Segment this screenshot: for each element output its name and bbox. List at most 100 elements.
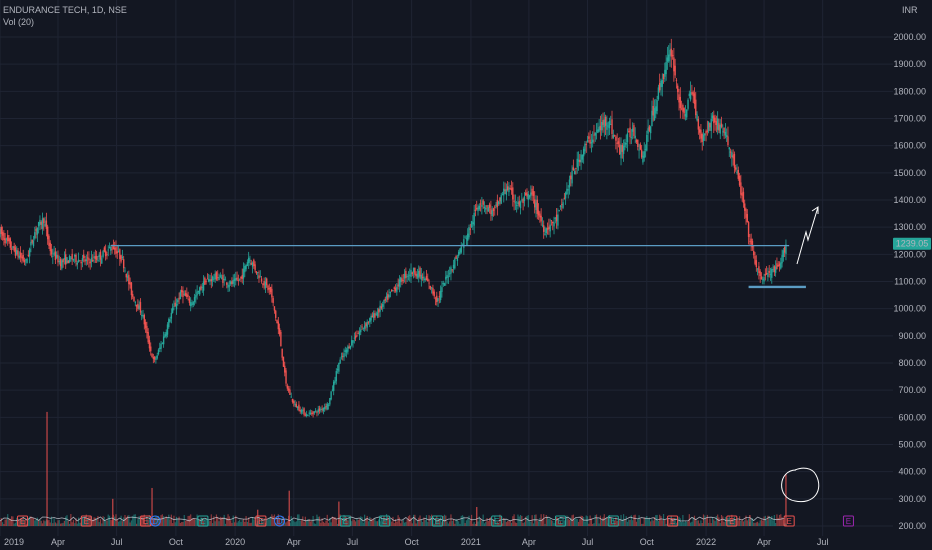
candle-body (268, 288, 270, 290)
candle-body (316, 412, 318, 414)
event-marker-label: E (787, 517, 792, 526)
volume-bar (211, 523, 214, 526)
candle-body (3, 232, 5, 240)
volume-bar (62, 522, 64, 526)
volume-bar (746, 520, 748, 526)
volume-bar (130, 520, 133, 526)
candle-body (733, 153, 736, 168)
candle-body (451, 269, 453, 271)
volume-bar (313, 523, 315, 526)
candle-body (530, 192, 532, 196)
x-tick-label: Jul (582, 537, 594, 547)
volume-bar (742, 521, 745, 526)
candle-body (419, 267, 421, 277)
volume-bar (163, 516, 165, 526)
y-tick-label: 2000.00 (893, 32, 926, 42)
symbol-title[interactable]: ENDURANCE TECH, 1D, NSE (3, 5, 127, 15)
volume-bar (35, 519, 37, 526)
event-marker[interactable]: D (274, 515, 286, 527)
event-marker[interactable]: E (80, 515, 92, 527)
candle-body (52, 255, 54, 257)
volume-bar (662, 514, 665, 526)
volume-bar (121, 521, 124, 526)
volume-bar (329, 517, 331, 526)
volume-bar (646, 516, 648, 526)
candle-body (772, 269, 774, 270)
volume-bar (76, 523, 78, 526)
volume-bar (36, 517, 38, 526)
candle-body (655, 106, 657, 114)
volume-bar (126, 515, 129, 526)
volume-bar (79, 522, 81, 526)
candle-body (418, 270, 420, 278)
candle-body (14, 247, 17, 256)
event-marker[interactable]: E (255, 515, 267, 527)
candle-body (57, 255, 59, 263)
candle-body (603, 119, 605, 128)
volume-bar (263, 518, 265, 526)
event-marker[interactable]: E (607, 515, 619, 527)
candle-body (665, 61, 667, 75)
volume-bar (518, 516, 520, 526)
volume-bar (704, 515, 706, 526)
volume-bar (394, 519, 397, 526)
event-marker[interactable]: E (726, 515, 738, 527)
candle-body (744, 203, 746, 211)
candle-body (421, 277, 424, 279)
candle-body (671, 54, 674, 57)
y-tick-label: 1800.00 (893, 86, 926, 96)
price-axis[interactable]: 2000.00 1900.00 1800.00 1700.00 1600.00 1500.… (893, 32, 926, 531)
event-marker[interactable]: E (554, 515, 566, 527)
volume-bar (625, 516, 627, 526)
volume-bar (446, 521, 448, 526)
candle-body (196, 291, 198, 296)
volume-bar (710, 523, 712, 526)
event-marker[interactable]: E (197, 515, 209, 527)
volume-bar (336, 523, 339, 526)
candle-body (539, 213, 541, 218)
volume-bar (318, 516, 321, 526)
event-marker[interactable]: E (491, 515, 503, 527)
volume-bar (389, 519, 391, 526)
candle-body (376, 312, 379, 317)
candle-body (736, 171, 738, 173)
candle-body (616, 142, 618, 144)
candle-body (657, 87, 660, 100)
volume-bar (71, 522, 73, 526)
event-marker[interactable]: D (149, 515, 161, 527)
volume-bar (468, 515, 470, 526)
candle-body (567, 189, 569, 191)
event-marker-label: E (200, 517, 205, 526)
candle-body (16, 249, 18, 255)
event-marker-label: E (494, 517, 499, 526)
event-marker[interactable]: E (17, 515, 29, 527)
volume-bar (626, 521, 629, 526)
volume-indicator-label[interactable]: Vol (20) (3, 17, 35, 27)
candle-body (492, 208, 495, 211)
event-marker[interactable]: E (783, 515, 795, 527)
volume-bar (397, 515, 399, 526)
event-marker[interactable]: E (842, 515, 854, 527)
candle-body (120, 255, 122, 262)
volume-bar (254, 516, 256, 526)
event-marker[interactable]: E (667, 515, 679, 527)
horizontal-levels[interactable] (110, 245, 806, 289)
candle-body (340, 356, 343, 358)
time-axis[interactable]: 2019 Apr Jul Oct 2020 Apr Jul Oct 2021 Apr Jul Oct 2… (4, 537, 828, 547)
candle-body (482, 200, 484, 205)
volume-bar (705, 517, 707, 526)
candle-body (494, 206, 496, 208)
volume-bar (759, 520, 761, 526)
candle-body (303, 408, 305, 415)
candle-body (740, 182, 742, 195)
event-marker[interactable]: E (339, 515, 351, 527)
candle-body (157, 349, 160, 355)
volume-bar (452, 519, 455, 526)
volume-bar (184, 520, 187, 526)
volume-bar (769, 518, 772, 526)
candle-body (244, 265, 246, 273)
event-marker[interactable]: E (431, 515, 443, 527)
event-marker[interactable]: E (379, 515, 391, 527)
